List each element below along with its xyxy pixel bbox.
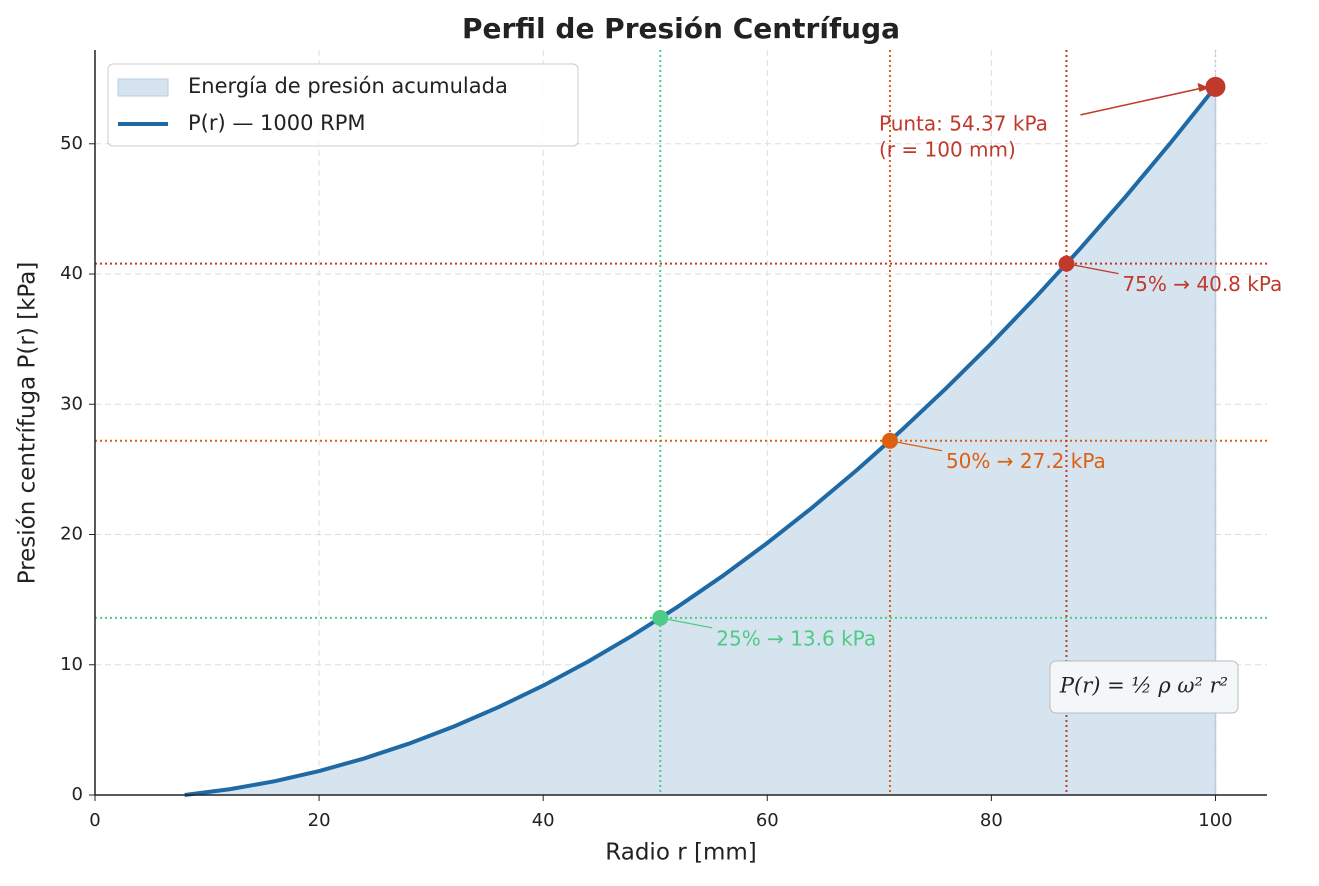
annotation: (r = 100 mm) [879,138,1016,162]
formula: P(r) = ½ ρ ω² r² [1059,674,1228,698]
annotation-arrow [1066,262,1119,275]
annotation: 75% → 40.8 kPa [1122,272,1282,296]
marker [881,432,898,449]
line [184,85,1218,797]
legend-label: P(r) — 1000 RPM [188,111,366,135]
marker [652,609,669,626]
annotation: 50% → 27.2 kPa [946,449,1106,473]
x-tick-label: 40 [532,810,555,831]
x-tick-label: 80 [980,810,1003,831]
marker [1058,255,1075,272]
y-tick-label: 40 [60,263,83,284]
annotation: Punta: 54.37 kPa [879,112,1048,136]
arrow-head [1197,82,1210,92]
x-tick-label: 60 [756,810,779,831]
y-tick-label: 20 [60,524,83,545]
y-tick-label: 50 [60,133,83,154]
marker [1205,76,1226,97]
annotation-arrow [889,440,943,452]
legend-swatch [117,78,169,97]
x-tick-label: 0 [89,810,100,831]
legend-label: Energía de presión acumulada [188,74,508,98]
annotation: 25% → 13.6 kPa [716,626,876,650]
y-axis-label: Presión centrífuga P(r) [kPa] [15,262,41,585]
legend-box [107,63,579,147]
x-tick-label: 100 [1198,810,1232,831]
y-tick-label: 30 [60,393,83,414]
annotation-arrow [1080,86,1208,116]
annotation-arrow [660,617,713,629]
formula-box [1049,660,1239,714]
x-tick-label: 20 [308,810,331,831]
x-axis-label: Radio r [mm] [605,840,756,866]
chart-title: Perfil de Presión Centrífuga [462,12,900,45]
area [184,86,1216,796]
y-tick-label: 0 [72,784,83,805]
y-tick-label: 10 [60,654,83,675]
